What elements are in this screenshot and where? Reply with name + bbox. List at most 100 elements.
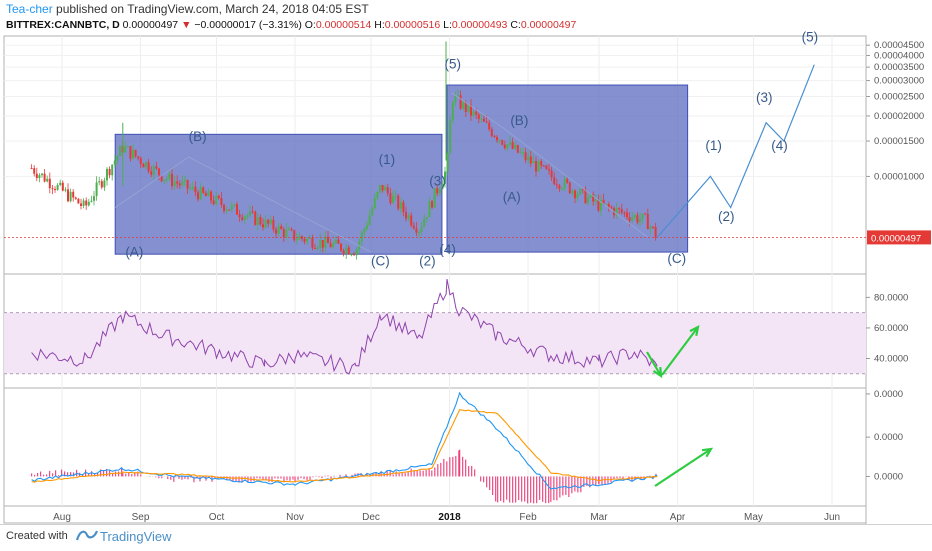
candle-body	[574, 190, 577, 199]
open-value: 0.00000514	[315, 19, 372, 31]
candle-body	[618, 208, 621, 210]
high-value: 0.00000516	[384, 19, 441, 31]
wave-label: (2)	[419, 254, 436, 269]
candle-body	[457, 95, 460, 97]
candle-body	[126, 146, 129, 148]
candle-body	[646, 213, 649, 230]
candle-body	[269, 219, 272, 224]
wave-label: (B)	[189, 129, 207, 144]
candle-body	[428, 201, 431, 218]
candle-body	[581, 188, 584, 190]
candle-body	[415, 228, 418, 233]
author-link[interactable]: Tea-cher	[6, 2, 53, 16]
chart-publish-line: Tea-cher published on TradingView.com, M…	[6, 2, 369, 16]
y-tick-label: 0.00001000	[874, 171, 924, 182]
candle-body	[392, 196, 395, 204]
consolidation-box-2	[446, 84, 689, 253]
candle-body	[381, 184, 384, 191]
wave-label: (3)	[756, 90, 773, 105]
candle-body	[152, 166, 155, 175]
x-tick-label: Apr	[670, 512, 686, 523]
tradingview-brand[interactable]: TradingView	[100, 529, 172, 544]
candle-body	[633, 215, 636, 218]
y-tick-label: 0.00003500	[874, 62, 924, 73]
candle-body	[69, 191, 72, 202]
rsi-band	[4, 312, 866, 374]
candle-body	[405, 211, 408, 219]
candle-body	[527, 156, 530, 161]
candle-body	[30, 168, 33, 170]
candle-body	[163, 179, 166, 182]
candle-body	[51, 188, 54, 190]
chart-canvas[interactable]: Aug Sep Oct Nov Dec 2018 Feb Mar Apr May Jun 0.0000…	[0, 0, 932, 524]
candle-body	[116, 156, 119, 161]
y-tick-label: 0.00002500	[874, 91, 924, 102]
candle-body	[184, 180, 187, 182]
candle-body	[119, 146, 122, 157]
candle-body	[340, 243, 343, 251]
candle-body	[217, 195, 220, 199]
x-tick-label: Mar	[590, 512, 608, 523]
candle-body	[54, 188, 57, 190]
candle-body	[587, 197, 590, 204]
candle-body	[199, 187, 202, 200]
y-tick-label: 0.00001500	[874, 136, 924, 147]
candle-body	[220, 198, 223, 205]
candle-body	[597, 199, 600, 211]
macd-tick-label: 0.0000	[874, 389, 903, 400]
wave-label: (2)	[718, 209, 735, 224]
candle-body	[293, 230, 296, 241]
candle-body	[332, 243, 335, 248]
candle-body	[93, 196, 96, 201]
candle-body	[540, 161, 543, 166]
created-with-label: Created with	[6, 530, 68, 542]
candle-body	[475, 111, 478, 115]
candle-body	[436, 188, 439, 194]
candle-body	[171, 173, 174, 186]
price-value: 0.00000497	[122, 19, 179, 31]
candle-body	[106, 168, 109, 181]
candle-body	[373, 197, 376, 209]
tradingview-logo-icon	[76, 530, 98, 541]
x-tick-label: Nov	[286, 512, 304, 523]
candle-body	[641, 213, 644, 220]
candle-body	[623, 212, 626, 214]
candle-body	[155, 166, 158, 169]
candle-body	[223, 204, 226, 211]
candle-body	[550, 170, 553, 178]
candle-body	[85, 200, 88, 206]
candle-body	[272, 219, 275, 230]
candle-body	[402, 202, 405, 212]
candle-body	[33, 168, 36, 174]
candle-body	[626, 212, 629, 218]
candle-body	[480, 118, 483, 120]
candle-body	[267, 219, 270, 224]
candle-body	[202, 187, 205, 193]
candle-body	[503, 144, 506, 149]
candle-body	[74, 197, 77, 199]
candle-body	[67, 189, 70, 202]
last-price-label: 0.00000497	[871, 233, 921, 244]
candle-body	[548, 169, 551, 171]
candle-body	[225, 209, 228, 211]
candle-body	[379, 184, 382, 192]
candle-body	[563, 179, 566, 189]
candle-body	[410, 215, 413, 226]
candle-body	[150, 171, 153, 175]
wave-label: (3)	[429, 174, 446, 189]
candle-body	[545, 165, 548, 170]
candle-body	[449, 120, 452, 154]
candle-body	[215, 195, 218, 204]
candle-body	[571, 190, 574, 194]
candle-body	[285, 229, 288, 237]
wave-label: (4)	[771, 138, 788, 153]
candle-body	[249, 211, 252, 216]
candle-body	[454, 95, 457, 103]
candle-body	[316, 247, 319, 249]
macd-arrow-up-head	[701, 447, 714, 458]
candle-body	[204, 192, 207, 197]
candle-body	[56, 185, 59, 190]
candle-body	[321, 239, 324, 248]
candle-body	[506, 144, 509, 149]
wave-label: (A)	[125, 244, 143, 259]
